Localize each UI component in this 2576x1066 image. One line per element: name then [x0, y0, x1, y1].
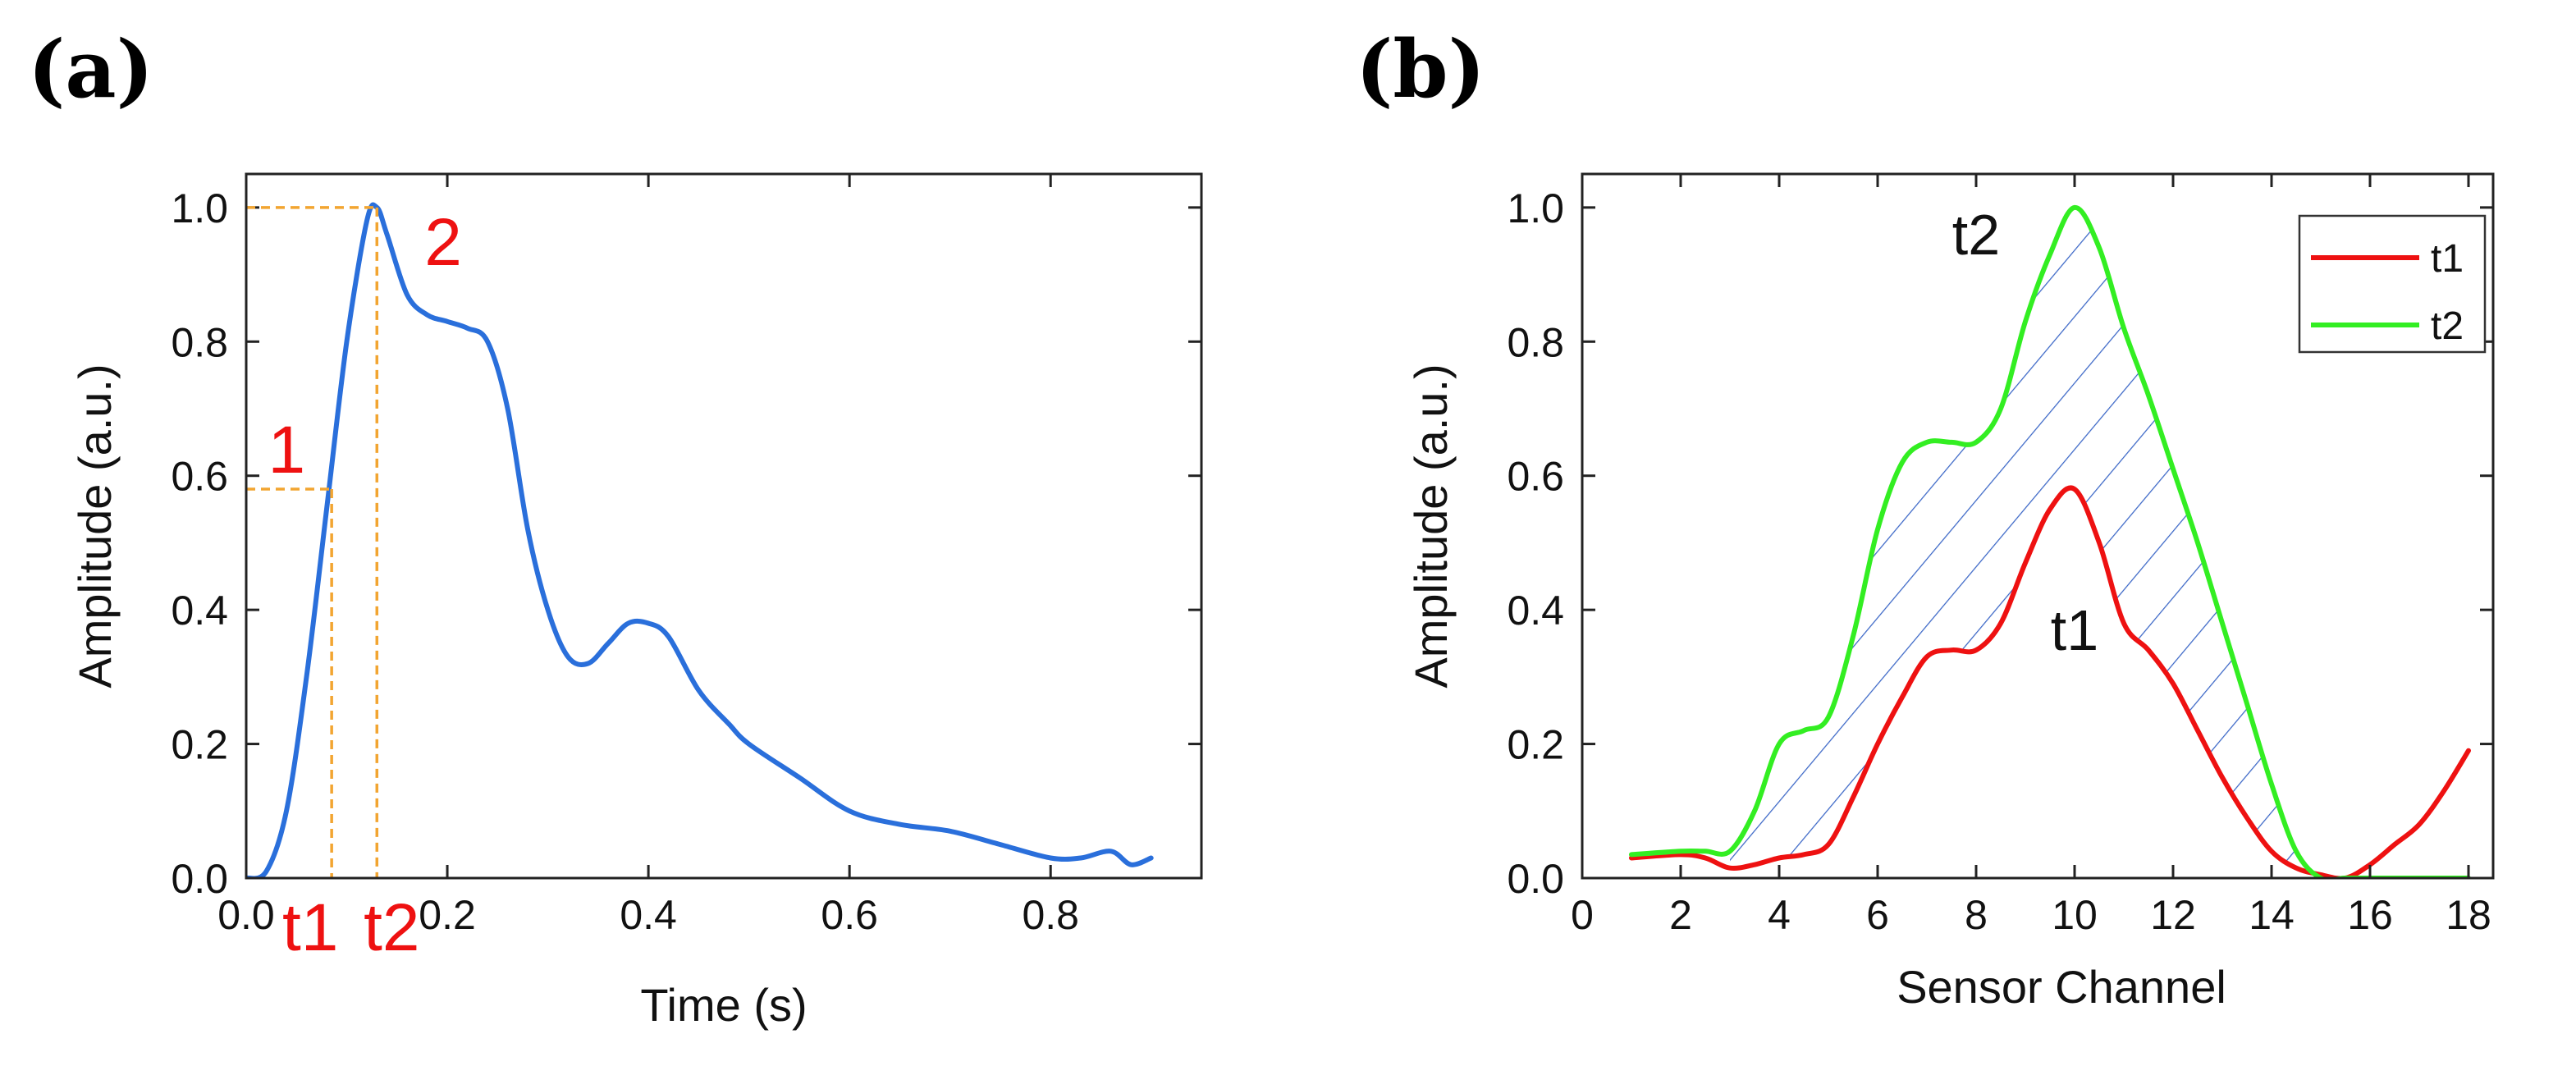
x-tick-label: 6	[1866, 892, 1889, 938]
chart-b-legend: t1 t2	[2298, 214, 2487, 354]
y-tick-label: 0.4	[171, 588, 228, 634]
chart-b-frame	[1581, 172, 2495, 880]
chart-b: (b) 0 2 4 6 8 10 12 14 16 180.00.20.40.60.81.0 t2t…	[1356, 23, 2495, 1013]
y-tick-label: 1.0	[1507, 185, 1564, 231]
y-tick-label: 1.0	[171, 185, 228, 231]
chart-a-frame	[245, 172, 1203, 880]
x-tick-label: 0	[1571, 892, 1594, 938]
y-tick-label: 0.0	[171, 856, 228, 902]
x-tick-label: 0.0	[217, 892, 275, 938]
x-tick-label: 0.2	[419, 892, 476, 938]
x-tick-label: 0.6	[821, 892, 878, 938]
y-tick-label: 0.4	[1507, 588, 1564, 634]
chart-a-x-axis-label: Time (s)	[640, 979, 807, 1031]
y-tick-label: 0.8	[1507, 319, 1564, 365]
x-tick-label: 14	[2249, 892, 2295, 938]
series-line-t1	[1629, 485, 2471, 878]
y-tick-label: 0.0	[1507, 856, 1564, 902]
x-tick-label: 18	[2446, 892, 2491, 938]
legend-label-t2: t2	[2431, 304, 2464, 348]
point-label-1: 1	[268, 413, 306, 487]
x-tick-label: 2	[1669, 892, 1692, 938]
panel-label-b: (b)	[1356, 23, 1485, 116]
curve-label-t1: t1	[2051, 598, 2098, 662]
x-tick-label: 10	[2052, 892, 2098, 938]
chart-a-axes: 0.0 0.2 0.4 0.6 0.8 0.0 0.2 0.4 0.6 0.8 1.0 1 t1 2 t2	[171, 174, 1201, 965]
chart-b-y-axis-label: Amplitude (a.u.)	[1405, 364, 1457, 688]
y-tick-label: 0.8	[171, 319, 228, 365]
x-tick-label: 0.8	[1022, 892, 1079, 938]
legend-label-t1: t1	[2431, 237, 2464, 281]
y-tick-label: 0.6	[1507, 454, 1564, 500]
point-label-2: 2	[424, 205, 462, 280]
x-tick-label: 8	[1965, 892, 1988, 938]
chart-a: (a) 0.0 0.2 0.4 0.6 0.8 0.0 0.2 0.4 0.6 0.8 1.0 1 t1…	[28, 23, 1203, 1031]
panel-label-a: (a)	[28, 23, 153, 116]
chart-a-y-axis-label: Amplitude (a.u.)	[69, 364, 121, 688]
x-tick-label: 16	[2347, 892, 2393, 938]
x-tick-label: 12	[2150, 892, 2196, 938]
series-line-signal	[246, 202, 1154, 878]
chart-b-axes: 0 2 4 6 8 10 12 14 16 18 0.0 0.2 0.4 0.6 0.8 1.0 t2 t1	[1507, 174, 2493, 938]
y-tick-label: 0.2	[1507, 722, 1564, 768]
curve-label-t2: t2	[1952, 203, 2000, 267]
hatched-difference-area	[1730, 207, 2321, 878]
legend-box	[2298, 214, 2487, 354]
x-tick-label: 0.4	[620, 892, 677, 938]
y-tick-label: 0.6	[171, 454, 228, 500]
y-tick-label: 0.2	[171, 722, 228, 768]
axis-marker-label-t1: t1	[282, 890, 338, 965]
chart-a-plot-area	[246, 202, 1154, 878]
x-tick-label: 4	[1768, 892, 1791, 938]
chart-b-x-axis-label: Sensor Channel	[1897, 961, 2226, 1013]
axis-marker-label-t2: t2	[364, 890, 419, 965]
